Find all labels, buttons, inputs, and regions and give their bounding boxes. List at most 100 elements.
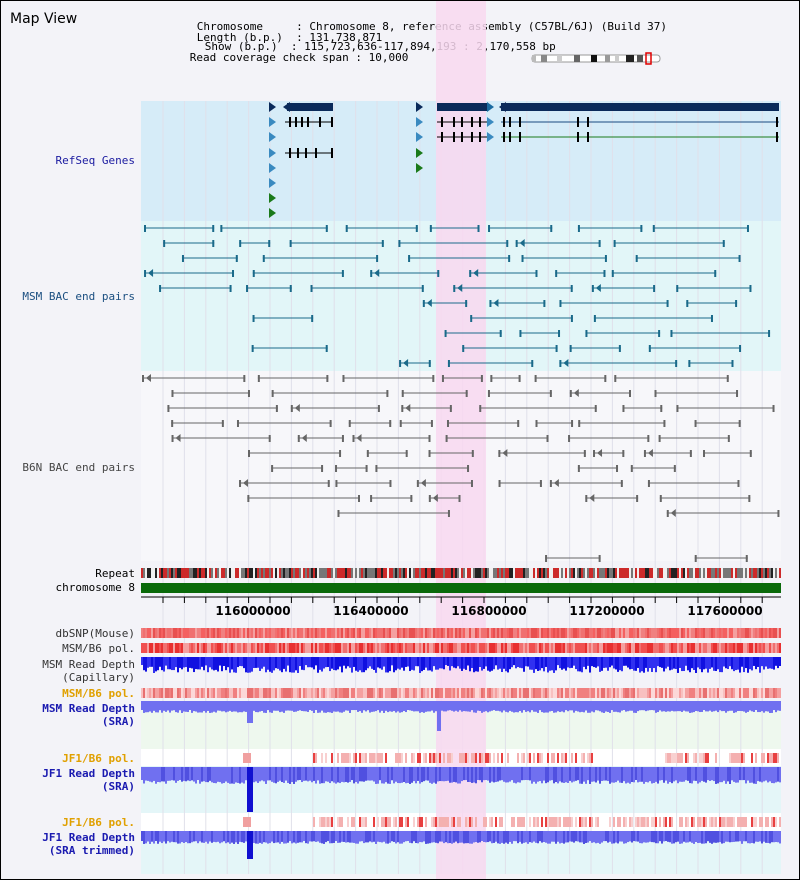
- depth-bar: [201, 767, 203, 782]
- depth-bar: [653, 657, 655, 669]
- dbsnp-cell: [559, 628, 561, 638]
- pol-cell: [699, 753, 701, 763]
- bac-end-arrow: [374, 269, 380, 277]
- pol-cell: [177, 688, 179, 698]
- depth-bar: [175, 657, 177, 668]
- repeat-element: [145, 568, 147, 578]
- repeat-element: [491, 568, 493, 578]
- repeat-element: [181, 568, 183, 578]
- bac-end: [247, 390, 250, 397]
- dbsnp-cell: [527, 628, 529, 638]
- dbsnp-cell: [419, 628, 421, 638]
- depth-bar: [675, 831, 677, 843]
- depth-bar: [449, 767, 451, 783]
- depth-bar: [435, 701, 437, 712]
- dbsnp-cell: [489, 628, 491, 638]
- bac-end: [212, 240, 215, 247]
- pol-cell: [593, 688, 595, 698]
- depth-bar: [419, 831, 421, 843]
- depth-bar: [167, 767, 169, 781]
- depth-bar: [681, 831, 683, 844]
- pol-cell: [371, 688, 373, 698]
- pol-cell: [415, 643, 417, 653]
- dbsnp-cell: [361, 628, 363, 638]
- pol-cell: [543, 688, 545, 698]
- repeat-element: [527, 568, 529, 578]
- repeat-element: [529, 568, 531, 578]
- exon-mark: [461, 132, 463, 142]
- depth-bar: [481, 657, 483, 671]
- depth-bar: [213, 701, 215, 712]
- dbsnp-cell: [193, 628, 195, 638]
- pol-cell: [383, 688, 385, 698]
- dbsnp-cell: [431, 628, 433, 638]
- pol-cell: [355, 688, 357, 698]
- dbsnp-cell: [359, 628, 361, 638]
- pol-cell: [301, 688, 303, 698]
- depth-bar: [553, 831, 555, 842]
- repeat-element: [741, 568, 743, 578]
- pol-cell: [383, 817, 385, 827]
- dbsnp-cell: [509, 628, 511, 638]
- pol-cell: [343, 753, 345, 763]
- pol-cell: [491, 688, 493, 698]
- pol-cell: [311, 688, 313, 698]
- pol-cell: [353, 817, 355, 827]
- dbsnp-cell: [371, 628, 373, 638]
- pol-cell: [479, 688, 481, 698]
- depth-bar: [617, 657, 619, 672]
- depth-bar: [221, 831, 223, 843]
- depth-bar: [759, 831, 761, 842]
- dbsnp-cell: [519, 628, 521, 638]
- depth-bar: [521, 701, 523, 713]
- depth-bar: [559, 657, 561, 669]
- repeat-element: [265, 568, 267, 578]
- depth-bar: [733, 701, 735, 713]
- pol-cell: [595, 643, 597, 653]
- repeat-element: [275, 568, 277, 578]
- depth-bar: [709, 701, 711, 711]
- pol-cell: [715, 688, 717, 698]
- depth-bar: [469, 767, 471, 783]
- depth-bar: [741, 767, 743, 781]
- dbsnp-cell: [239, 628, 241, 638]
- depth-bar: [451, 831, 453, 844]
- depth-bar: [657, 767, 659, 784]
- depth-bar: [295, 831, 297, 844]
- repeat-element: [659, 568, 661, 578]
- repeat-element: [763, 568, 765, 578]
- pol-cell: [673, 753, 675, 763]
- pol-cell: [229, 643, 231, 653]
- depth-bar: [645, 767, 647, 782]
- pol-cell: [589, 643, 591, 653]
- depth-bar: [757, 831, 759, 842]
- depth-bar: [149, 701, 151, 712]
- repeat-element: [409, 568, 411, 578]
- dbsnp-cell: [197, 628, 199, 638]
- bac-end: [171, 390, 174, 397]
- depth-bar: [743, 767, 745, 781]
- depth-bar: [417, 831, 419, 844]
- dbsnp-cell: [327, 628, 329, 638]
- pol-cell: [309, 688, 311, 698]
- depth-bar: [219, 831, 221, 844]
- repeat-element: [461, 568, 463, 578]
- pol-cell: [717, 643, 719, 653]
- depth-bar: [773, 701, 775, 711]
- depth-bar: [603, 767, 605, 781]
- depth-bar: [593, 657, 595, 668]
- pol-cell: [709, 688, 711, 698]
- pol-cell: [671, 817, 673, 827]
- depth-bar: [217, 767, 219, 782]
- pol-cell: [493, 688, 495, 698]
- pol-cell: [325, 817, 327, 827]
- depth-bar: [149, 831, 151, 844]
- depth-bar: [377, 767, 379, 784]
- pol-cell: [761, 643, 763, 653]
- pol-cell: [495, 643, 497, 653]
- pol-cell: [533, 688, 535, 698]
- pol-cell: [291, 688, 293, 698]
- dbsnp-cell: [345, 628, 347, 638]
- bac-end-arrow: [301, 434, 307, 442]
